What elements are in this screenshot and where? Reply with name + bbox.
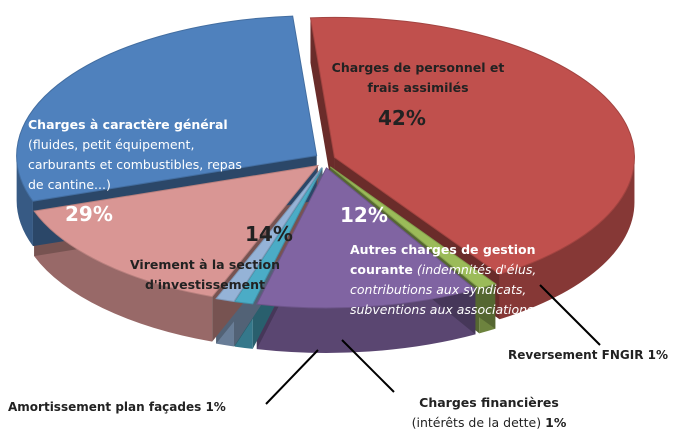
category-label: Charges de personnel et frais assimilés bbox=[331, 60, 505, 95]
category-label: Autres charges de gestion courante bbox=[350, 242, 536, 277]
value-label: 1% bbox=[647, 348, 668, 362]
pie-tops bbox=[16, 15, 635, 309]
note-label: (indemnités d'élus, contributions aux sy… bbox=[350, 262, 551, 317]
slice-label: Autres charges de gestion courante (inde… bbox=[350, 240, 565, 320]
slice bbox=[329, 166, 497, 289]
slice-label: Charges de personnel et frais assimilés bbox=[318, 58, 518, 98]
value-label: 42% bbox=[378, 106, 426, 130]
slice bbox=[309, 16, 635, 275]
category-label: Amortissement plan façades bbox=[8, 400, 202, 414]
category-label: Virement à la section d'investissement bbox=[129, 257, 281, 292]
value-label: 29% bbox=[65, 202, 113, 226]
slice-side bbox=[256, 289, 476, 353]
value-label: 1% bbox=[545, 415, 567, 430]
leader-line bbox=[341, 339, 395, 393]
slice bbox=[33, 164, 320, 298]
slice-side bbox=[499, 157, 635, 320]
category-label: Charges à caractère général bbox=[28, 117, 228, 132]
slice-label: Charges financières (intérêts de la dette… bbox=[384, 393, 594, 432]
note-label: (fluides, petit équipement, carburants e… bbox=[28, 137, 242, 192]
slice-side bbox=[16, 155, 33, 247]
slice bbox=[215, 167, 323, 302]
category-label: Reversement FNGIR bbox=[508, 348, 644, 362]
leader-line bbox=[539, 284, 601, 346]
value-label: 14% bbox=[245, 222, 293, 246]
slice bbox=[16, 15, 318, 202]
slice-wall bbox=[310, 17, 335, 203]
note-label: (intérêts de la dette) bbox=[411, 415, 542, 430]
leader-line bbox=[265, 349, 319, 405]
slice bbox=[233, 167, 323, 305]
category-label: Charges financières bbox=[419, 395, 559, 410]
slice-label: Virement à la section d'investissement bbox=[120, 255, 290, 295]
value-label: 1% bbox=[205, 400, 226, 414]
slice-label: Charges à caractère général (fluides, pet… bbox=[28, 115, 258, 195]
slice-label: Reversement FNGIR 1% bbox=[508, 345, 668, 365]
slice bbox=[256, 167, 477, 309]
slice-label: Amortissement plan façades 1% bbox=[8, 397, 226, 417]
slice-side bbox=[34, 211, 213, 342]
value-label: 12% bbox=[340, 203, 388, 227]
